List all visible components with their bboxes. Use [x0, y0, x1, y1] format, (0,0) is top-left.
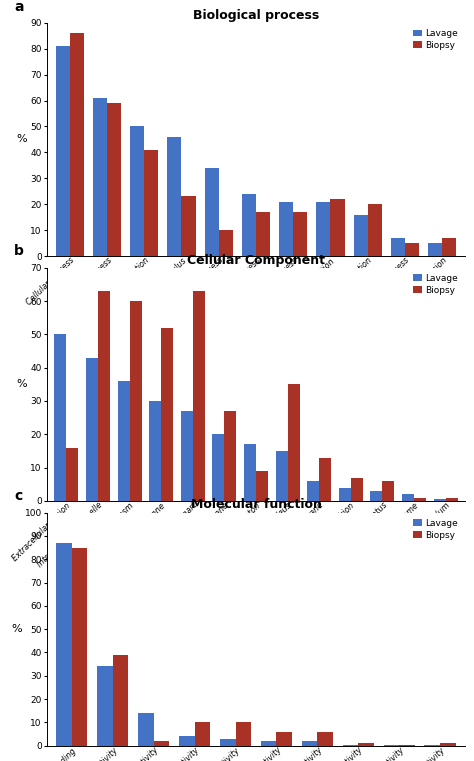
Bar	[129, 301, 142, 501]
Bar	[149, 401, 161, 501]
Bar	[279, 202, 293, 256]
Bar	[161, 328, 173, 501]
Bar	[86, 358, 98, 501]
Bar	[93, 98, 107, 256]
Bar	[113, 654, 128, 746]
Bar	[224, 411, 237, 501]
Bar	[354, 215, 368, 256]
Bar	[138, 713, 154, 746]
Bar	[181, 411, 193, 501]
Bar	[220, 739, 236, 746]
Bar	[70, 33, 84, 256]
Bar	[383, 744, 399, 746]
Bar	[167, 137, 182, 256]
Bar	[72, 548, 88, 746]
Bar	[154, 741, 169, 746]
Bar	[391, 238, 405, 256]
Bar	[55, 334, 66, 501]
Bar	[97, 667, 113, 746]
Bar	[442, 238, 456, 256]
Bar	[370, 491, 383, 501]
Bar	[414, 498, 426, 501]
Bar	[118, 381, 129, 501]
Bar	[358, 743, 374, 746]
Bar	[424, 744, 440, 746]
Bar	[205, 168, 219, 256]
Bar	[242, 194, 256, 256]
Bar	[399, 744, 415, 746]
Bar	[402, 494, 414, 501]
Bar	[144, 150, 158, 256]
Legend: Lavage, Biopsy: Lavage, Biopsy	[411, 272, 460, 297]
Text: c: c	[14, 489, 22, 503]
Bar	[288, 384, 300, 501]
Bar	[316, 202, 330, 256]
Bar	[302, 741, 317, 746]
Bar	[368, 204, 382, 256]
Title: Molecular function: Molecular function	[191, 498, 321, 511]
Bar	[343, 744, 358, 746]
Bar	[195, 722, 210, 746]
Bar	[307, 481, 319, 501]
Bar	[55, 46, 70, 256]
Bar	[405, 243, 419, 256]
Bar	[275, 451, 288, 501]
Title: Cellular Component: Cellular Component	[187, 253, 325, 266]
Bar	[66, 447, 78, 501]
Bar	[212, 435, 224, 501]
Bar	[256, 471, 268, 501]
Bar	[293, 212, 307, 256]
Bar	[440, 743, 456, 746]
Bar	[193, 291, 205, 501]
Bar	[330, 199, 345, 256]
Bar	[56, 543, 72, 746]
Bar	[446, 498, 457, 501]
Text: b: b	[14, 244, 24, 259]
Legend: Lavage, Biopsy: Lavage, Biopsy	[411, 517, 460, 541]
Bar	[98, 291, 110, 501]
Bar	[339, 488, 351, 501]
Bar	[182, 196, 196, 256]
Bar	[107, 103, 121, 256]
Y-axis label: %: %	[11, 624, 22, 634]
Bar	[219, 230, 233, 256]
Bar	[428, 243, 442, 256]
Bar	[319, 457, 331, 501]
Text: a: a	[14, 0, 24, 14]
Y-axis label: %: %	[17, 135, 27, 145]
Bar	[130, 126, 144, 256]
Bar	[434, 499, 446, 501]
Bar	[236, 722, 251, 746]
Bar	[256, 212, 270, 256]
Legend: Lavage, Biopsy: Lavage, Biopsy	[411, 27, 460, 52]
Y-axis label: %: %	[17, 379, 27, 390]
Bar	[317, 732, 333, 746]
Title: Biological process: Biological process	[193, 8, 319, 21]
Bar	[351, 478, 363, 501]
Bar	[244, 444, 256, 501]
Bar	[261, 741, 276, 746]
Bar	[179, 737, 195, 746]
Bar	[276, 732, 292, 746]
Bar	[383, 481, 394, 501]
